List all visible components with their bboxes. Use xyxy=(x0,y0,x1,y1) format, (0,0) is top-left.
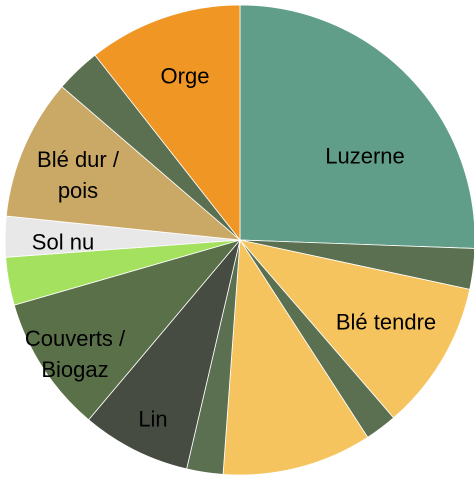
slice-label: Lin xyxy=(138,406,168,432)
pie-slice xyxy=(94,4,241,242)
pie-slice xyxy=(5,86,242,241)
slice-label: Blé tendre xyxy=(335,309,437,335)
slice-label: Orge xyxy=(160,63,210,89)
pie-slice xyxy=(222,238,369,476)
pie-slice xyxy=(13,239,242,421)
pie-slice xyxy=(239,4,474,249)
slice-label: Blé dur / pois xyxy=(37,147,119,203)
slice-label: Couverts / Biogaz xyxy=(24,326,126,382)
pie-slice xyxy=(88,239,241,470)
slice-label: Luzerne xyxy=(325,143,405,169)
pie-slice xyxy=(238,239,471,419)
slice-label: Sol nu xyxy=(31,229,95,255)
